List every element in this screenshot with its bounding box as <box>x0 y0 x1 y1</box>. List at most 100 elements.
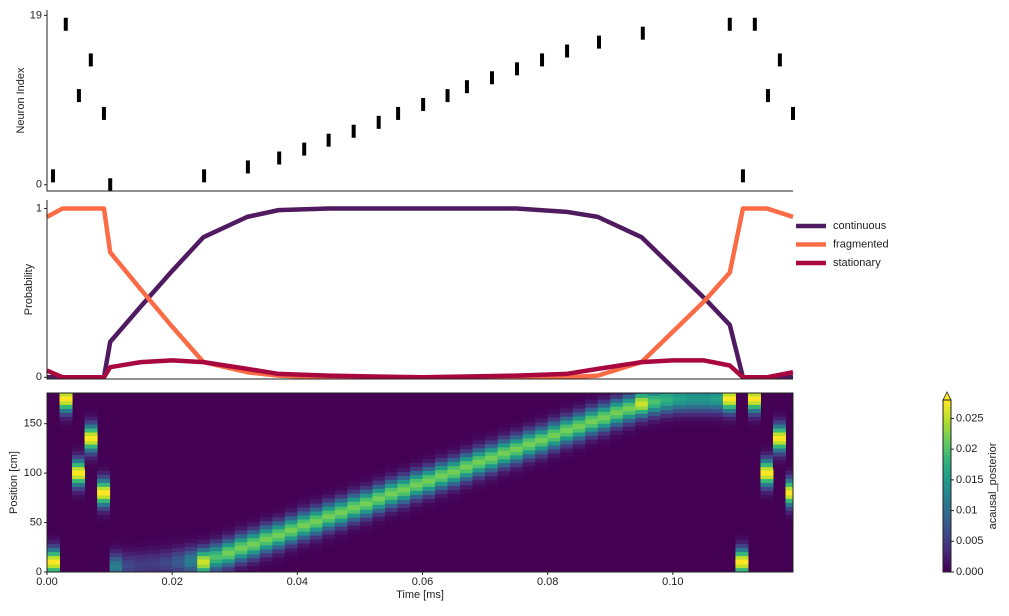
heatmap-halo <box>384 479 398 485</box>
heatmap-halo <box>372 504 386 510</box>
heatmap-halo <box>685 400 699 406</box>
heatmap-halo <box>247 514 261 519</box>
heatmap-halo <box>435 470 449 475</box>
y-tick-label: 19 <box>30 9 42 21</box>
heatmap-halo <box>135 575 148 580</box>
colorbar-step <box>943 508 951 513</box>
heatmap-halo <box>735 548 749 553</box>
heatmap-halo <box>497 423 511 428</box>
heatmap-halo <box>259 529 273 534</box>
heatmap-halo <box>722 424 736 430</box>
heatmap-halo <box>697 400 711 406</box>
heatmap-halo <box>510 443 524 448</box>
heatmap-halo <box>735 556 749 561</box>
heatmap-halo <box>698 385 711 390</box>
heatmap-halo <box>585 407 599 413</box>
heatmap-halo <box>572 404 586 410</box>
heatmap-halo <box>147 538 161 543</box>
heatmap-halo <box>309 535 323 541</box>
heatmap-halo <box>147 578 160 583</box>
heatmap-halo <box>322 534 336 540</box>
colorbar-step <box>943 523 951 527</box>
heatmap-halo <box>572 432 586 438</box>
heatmap-halo <box>297 499 311 505</box>
heatmap-halo <box>485 440 499 445</box>
heatmap-halo <box>660 401 674 407</box>
heatmap-cell <box>622 406 636 412</box>
heatmap-halo <box>597 419 611 425</box>
heatmap-halo <box>472 432 486 437</box>
colorbar-step <box>943 551 951 556</box>
heatmap-halo <box>135 587 148 592</box>
heatmap-halo <box>384 507 398 513</box>
line <box>46 358 794 380</box>
heatmap-cell <box>760 470 774 476</box>
heatmap-halo <box>122 588 135 593</box>
heatmap-cell <box>485 455 499 461</box>
heatmap-halo <box>648 372 661 377</box>
heatmap-halo <box>747 420 761 426</box>
heatmap-halo <box>497 447 511 452</box>
heatmap-halo <box>259 565 273 570</box>
heatmap-halo <box>510 435 524 440</box>
heatmap-halo <box>122 552 136 557</box>
heatmap-halo <box>610 426 624 432</box>
heatmap-halo <box>97 474 111 480</box>
heatmap-halo <box>622 398 636 404</box>
heatmap-halo <box>697 424 711 430</box>
heatmap-halo <box>673 385 686 390</box>
heatmap-halo <box>172 552 186 557</box>
spike <box>88 53 93 67</box>
heatmap-halo <box>648 388 661 393</box>
heatmap-halo <box>785 482 793 488</box>
heatmap-halo <box>197 588 210 593</box>
heatmap-halo <box>435 482 449 487</box>
heatmap-halo <box>84 444 98 449</box>
heatmap-halo <box>660 409 674 415</box>
heatmap-halo <box>572 444 586 450</box>
heatmap-halo <box>560 404 574 410</box>
colorbar-step <box>943 554 951 559</box>
heatmap-halo <box>272 541 286 546</box>
heatmap-halo <box>309 495 323 501</box>
heatmap-halo <box>185 587 198 592</box>
heatmap-halo <box>522 426 536 431</box>
heatmap-halo <box>172 548 186 553</box>
heatmap-halo <box>197 576 210 581</box>
colorbar-step <box>943 534 951 539</box>
heatmap-halo <box>522 458 536 463</box>
spike <box>515 62 520 76</box>
heatmap-halo <box>698 373 711 378</box>
heatmap-halo <box>672 412 686 418</box>
heatmap-halo <box>460 473 474 478</box>
heatmap-halo <box>560 440 574 446</box>
heatmap-halo <box>685 412 699 418</box>
line <box>45 206 794 380</box>
colorbar-step <box>943 468 951 473</box>
heatmap-halo <box>97 510 111 516</box>
heatmap-halo <box>597 403 611 409</box>
heatmap-halo <box>497 467 511 472</box>
heatmap-halo <box>359 505 373 511</box>
heatmap-halo <box>122 568 136 572</box>
heatmap-halo <box>485 480 499 485</box>
heatmap-halo <box>222 527 236 532</box>
heatmap-halo <box>297 527 311 533</box>
heatmap-halo <box>560 416 574 422</box>
heatmap-cell <box>560 428 574 434</box>
heatmap-halo <box>435 498 449 503</box>
heatmap-halo <box>284 516 298 521</box>
heatmap-halo <box>772 448 786 453</box>
heatmap-halo <box>735 544 749 549</box>
heatmap-halo <box>359 489 373 495</box>
heatmap-halo <box>234 538 248 543</box>
heatmap-halo <box>59 404 73 410</box>
heatmap-halo <box>622 434 636 440</box>
heatmap-halo <box>510 475 524 480</box>
heatmap-halo <box>460 445 474 450</box>
heatmap-halo <box>247 550 261 555</box>
heatmap-halo <box>585 431 599 437</box>
heatmap-halo <box>560 420 574 426</box>
heatmap-halo <box>560 412 574 418</box>
heatmap-halo <box>334 526 348 532</box>
